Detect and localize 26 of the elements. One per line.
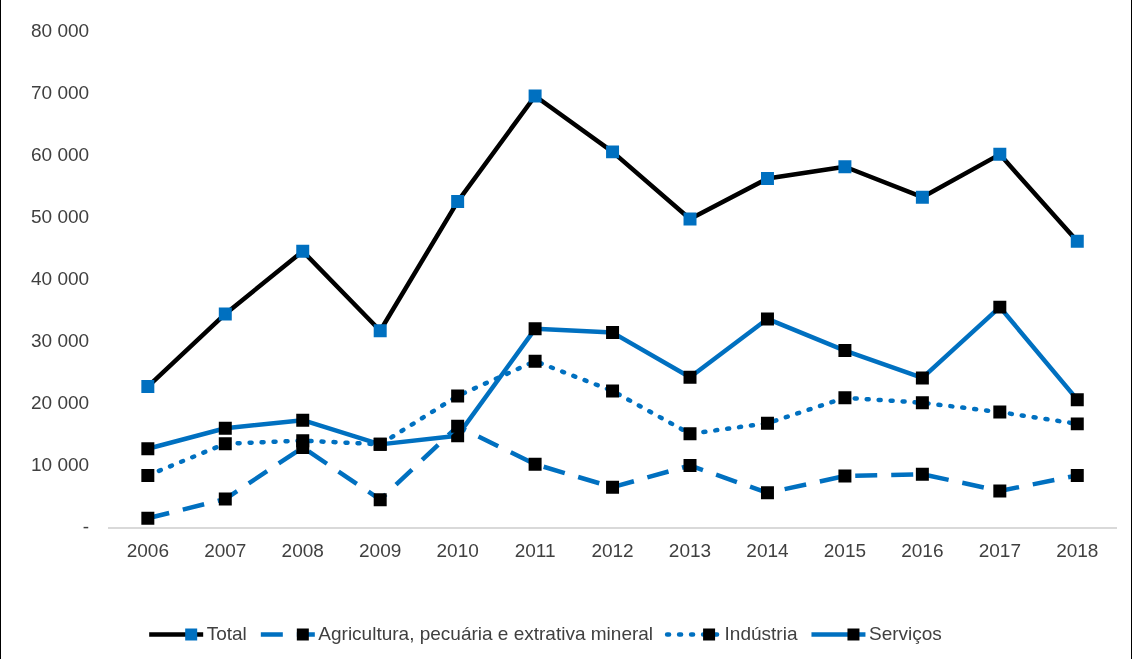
legend-label: Indústria	[724, 622, 798, 644]
x-tick-label: 2015	[823, 539, 867, 561]
y-tick-label: 70 000	[30, 81, 90, 103]
y-tick-label: -	[82, 516, 90, 538]
x-tick-label: 2018	[1056, 539, 1099, 561]
x-tick-label: 2011	[514, 539, 556, 561]
legend-label: Total	[206, 622, 247, 644]
y-tick-label: 30 000	[30, 330, 90, 352]
legend-label: Agricultura, pecuária e extrativa mineral	[318, 622, 654, 644]
x-tick-label: 2008	[281, 539, 324, 561]
x-tick-label: 2012	[591, 539, 634, 561]
x-tick-label: 2010	[436, 539, 479, 561]
y-tick-label: 40 000	[30, 268, 90, 290]
x-tick-label: 2013	[668, 539, 712, 561]
x-tick-label: 2006	[126, 539, 169, 561]
legend-label: Serviços	[868, 622, 942, 644]
x-tick-label: 2014	[746, 539, 790, 561]
y-tick-label: 10 000	[30, 454, 90, 476]
y-tick-label: 50 000	[30, 205, 90, 227]
y-tick-label: 80 000	[30, 19, 90, 41]
x-tick-label: 2016	[901, 539, 944, 561]
x-tick-label: 2009	[359, 539, 402, 561]
y-tick-label: 20 000	[30, 392, 90, 414]
x-tick-label: 2017	[978, 539, 1021, 561]
y-tick-label: 60 000	[30, 143, 90, 165]
x-tick-label: 2007	[204, 539, 247, 561]
